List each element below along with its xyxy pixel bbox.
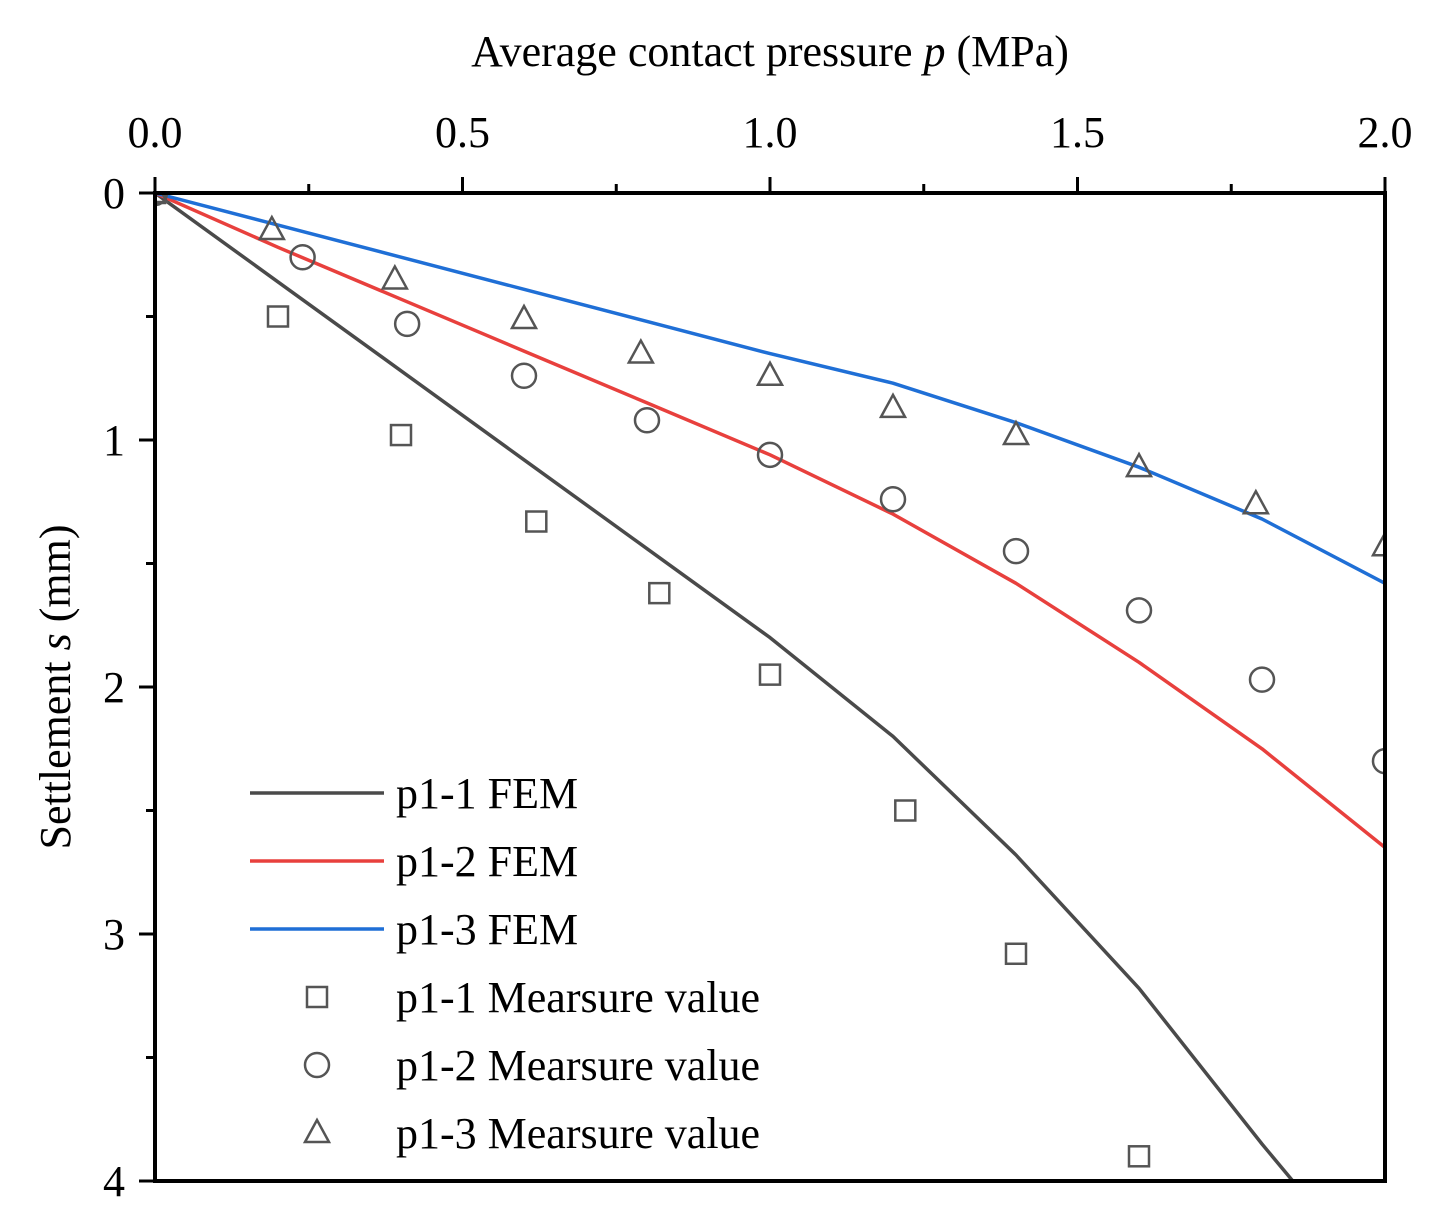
data-point-triangle xyxy=(257,214,286,241)
data-point-square xyxy=(266,305,290,328)
legend-label: p1-3 FEM xyxy=(396,905,578,954)
fem-line xyxy=(155,193,1295,1181)
legend-label: p1-3 Mearsure value xyxy=(396,1109,760,1158)
data-point-circle xyxy=(1248,666,1276,693)
data-point-triangle xyxy=(1124,451,1154,478)
data-point-square xyxy=(389,423,413,447)
data-point-circle xyxy=(633,406,661,434)
series-4 xyxy=(155,193,1151,1168)
data-point-square xyxy=(648,581,671,605)
x-tick-label: 1.0 xyxy=(743,108,798,157)
series-2 xyxy=(155,193,1385,849)
x-tick-label: 1.5 xyxy=(1050,108,1105,157)
data-point-square xyxy=(1127,1145,1151,1168)
fem-line xyxy=(155,193,1385,585)
legend-label: p1-2 Mearsure value xyxy=(396,1041,760,1090)
plot-frame xyxy=(153,191,1387,1183)
data-point-triangle xyxy=(1001,419,1031,446)
axis-ticks: 0.0 0.5 1.0 1.5 2.0 0 1 2 3 4 xyxy=(103,108,1413,1206)
legend: p1-1 FEM p1-2 FEM p1-3 FEM p1-1 Mearsure va… xyxy=(250,769,760,1158)
legend-label: p1-2 FEM xyxy=(396,837,578,886)
x-tick-label: 0.0 xyxy=(128,108,183,157)
y-tick-label: 0 xyxy=(103,169,125,218)
y-axis-title: Settlement s (mm) xyxy=(31,524,80,849)
x-tick-label: 0.5 xyxy=(435,108,490,157)
data-point-circle xyxy=(1125,597,1153,624)
data-point-circle xyxy=(1371,747,1385,775)
data-point-square xyxy=(758,663,782,686)
y-tick-label: 3 xyxy=(103,910,125,959)
data-point-triangle xyxy=(380,263,409,290)
legend-marker-swatch xyxy=(303,1051,331,1079)
data-point-circle xyxy=(1002,537,1030,565)
data-point-triangle xyxy=(1241,488,1270,515)
data-point-triangle xyxy=(509,303,539,330)
x-tick-label: 2.0 xyxy=(1358,108,1413,157)
x-axis-title: Average contact pressure p (MPa) xyxy=(471,27,1069,76)
legend-label: p1-1 FEM xyxy=(396,769,578,818)
legend-label: p1-1 Mearsure value xyxy=(396,973,760,1022)
data-point-circle xyxy=(393,310,421,338)
series-6 xyxy=(155,193,1385,557)
legend-marker-swatch xyxy=(305,985,329,1009)
data-point-triangle xyxy=(626,337,655,364)
series-1 xyxy=(155,193,1295,1181)
plot-area xyxy=(155,193,1385,1181)
data-point-circle xyxy=(510,362,538,390)
data-point-square xyxy=(1004,942,1028,966)
data-point-circle xyxy=(879,486,907,513)
fem-line xyxy=(155,193,1385,849)
data-point-triangle xyxy=(1370,530,1385,557)
series-3 xyxy=(155,193,1385,585)
y-tick-label: 2 xyxy=(103,663,125,712)
y-tick-label: 4 xyxy=(103,1157,125,1206)
data-point-square xyxy=(525,510,548,533)
series-5 xyxy=(155,193,1385,775)
y-tick-label: 1 xyxy=(103,416,125,465)
legend-marker-swatch xyxy=(302,1117,332,1144)
data-point-triangle xyxy=(755,360,785,387)
data-point-square xyxy=(894,799,917,822)
data-point-triangle xyxy=(878,392,908,419)
series-layer xyxy=(155,193,1385,1181)
data-point-circle xyxy=(289,243,316,271)
data-point-circle xyxy=(756,441,784,469)
